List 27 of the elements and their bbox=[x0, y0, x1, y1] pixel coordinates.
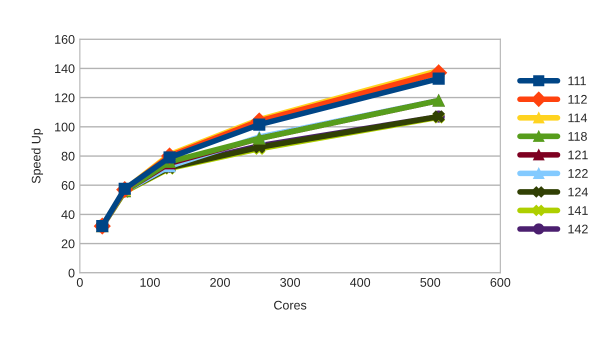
y-axis-title: Speed Up bbox=[31, 128, 44, 184]
y-tick-label: 120 bbox=[55, 93, 75, 102]
y-tick-label: 100 bbox=[55, 122, 75, 132]
x-tick-label: 100 bbox=[140, 278, 160, 287]
legend-label: 111 bbox=[568, 76, 586, 86]
legend-label: 114 bbox=[568, 114, 588, 122]
legend-label: 141 bbox=[568, 206, 588, 215]
legend-label: 124 bbox=[568, 188, 588, 196]
y-tick-label: 160 bbox=[55, 35, 75, 44]
y-tick-label: 0 bbox=[68, 268, 75, 278]
legend-label: 142 bbox=[568, 224, 588, 234]
x-tick-label: 200 bbox=[210, 278, 230, 287]
legend-label: 112 bbox=[568, 94, 587, 104]
x-tick-label: 400 bbox=[350, 278, 370, 287]
legend-label: 121 bbox=[568, 150, 588, 160]
y-tick-label: 140 bbox=[55, 64, 75, 74]
y-tick-label: 40 bbox=[61, 210, 75, 220]
x-tick-label: 500 bbox=[420, 278, 440, 287]
x-axis-title: Cores bbox=[274, 300, 306, 310]
x-tick-label: 300 bbox=[280, 278, 300, 287]
legend-label: 122 bbox=[568, 169, 588, 178]
x-tick-label: 0 bbox=[76, 278, 83, 287]
legend-label: 118 bbox=[568, 132, 587, 141]
x-tick-label: 600 bbox=[490, 278, 510, 287]
y-tick-label: 20 bbox=[62, 239, 75, 248]
y-tick-label: 80 bbox=[62, 152, 75, 161]
y-tick-label: 60 bbox=[62, 181, 75, 190]
